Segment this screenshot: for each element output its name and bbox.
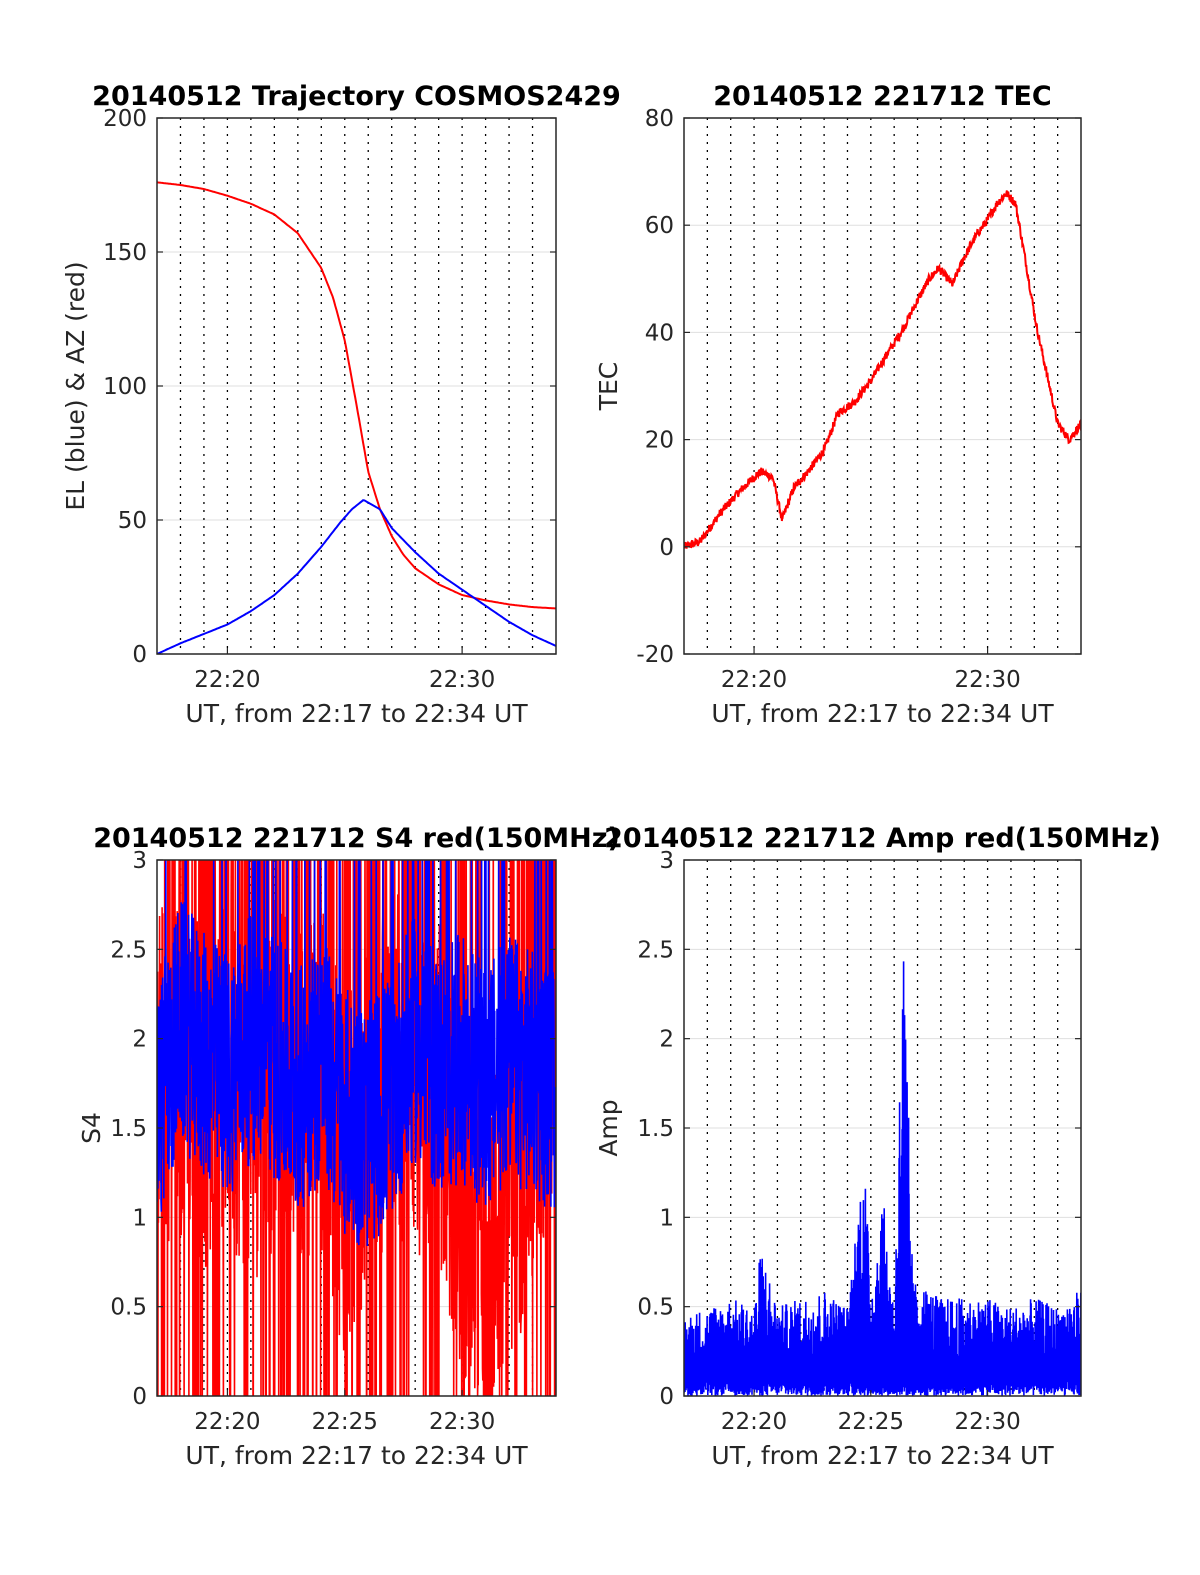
- y-tick-label: 0: [132, 642, 147, 668]
- axes-box: [683, 117, 1082, 655]
- y-axis-label: TEC: [594, 362, 623, 412]
- y-tick-label: 2.5: [637, 937, 674, 963]
- x-axis-label: UT, from 22:17 to 22:34 UT: [185, 699, 528, 728]
- plot-area: [684, 190, 1081, 549]
- series-line-blue: [684, 961, 1081, 1396]
- y-tick-label: 0.5: [110, 1295, 147, 1321]
- series-line-red: [157, 181, 556, 610]
- chart-title: 20140512 221712 Amp red(150MHz): [604, 823, 1161, 854]
- chart-title: 20140512 221712 S4 red(150MHz): [93, 823, 620, 854]
- plot-area: [157, 181, 556, 654]
- series-line-blue: [157, 860, 556, 1247]
- y-tick-label: 0: [659, 535, 674, 561]
- x-axis-label: UT, from 22:17 to 22:34 UT: [711, 1441, 1054, 1470]
- plot-area: [157, 860, 556, 1396]
- y-tick-label: 100: [103, 374, 147, 400]
- x-tick-label: 22:20: [194, 1409, 260, 1435]
- y-tick-label: 3: [132, 848, 147, 874]
- y-axis-label: S4: [77, 1112, 106, 1144]
- y-tick-label: 2: [132, 1027, 147, 1053]
- y-tick-label: 1: [132, 1205, 147, 1231]
- y-tick-label: 80: [645, 106, 674, 132]
- x-tick-label: 22:25: [838, 1409, 904, 1435]
- series-line-blue: [157, 499, 556, 654]
- x-axis-label: UT, from 22:17 to 22:34 UT: [711, 699, 1054, 728]
- y-tick-label: 0: [659, 1384, 674, 1410]
- x-axis-label: UT, from 22:17 to 22:34 UT: [185, 1441, 528, 1470]
- x-tick-label: 22:20: [194, 667, 260, 693]
- chart-title: 20140512 Trajectory COSMOS2429: [92, 81, 621, 112]
- y-tick-label: 2: [659, 1027, 674, 1053]
- series-line-red: [684, 190, 1081, 549]
- y-tick-label: 3: [659, 848, 674, 874]
- x-tick-label: 22:30: [954, 667, 1020, 693]
- x-tick-label: 22:30: [429, 667, 495, 693]
- y-tick-label: 40: [645, 320, 674, 346]
- plot-area: [684, 961, 1081, 1396]
- y-tick-label: 20: [645, 428, 674, 454]
- y-tick-label: 50: [118, 508, 147, 534]
- y-tick-label: 150: [103, 240, 147, 266]
- x-tick-label: 22:30: [954, 1409, 1020, 1435]
- y-axis-label: EL (blue) & AZ (red): [61, 261, 90, 510]
- chart-trajectory: 0 50 100 150 200 22:20 22:30 20140512 Trajector…: [61, 81, 621, 728]
- chart-s4: 0 0.5 1 1.5 2 2.5 3 22:20 22:25 22:30 20140512 221…: [77, 823, 620, 1470]
- y-tick-label: 1.5: [637, 1116, 674, 1142]
- y-tick-label: 2.5: [110, 937, 147, 963]
- y-tick-label: 1: [659, 1205, 674, 1231]
- y-tick-label: -20: [636, 642, 674, 668]
- chart-amp: 0 0.5 1 1.5 2 2.5 3 22:20 22:25 22:30 20140512 221…: [594, 823, 1161, 1470]
- x-tick-label: 22:30: [429, 1409, 495, 1435]
- chart-title: 20140512 221712 TEC: [713, 81, 1052, 112]
- x-tick-label: 22:20: [721, 1409, 787, 1435]
- x-tick-label: 22:20: [721, 667, 787, 693]
- y-tick-label: 200: [103, 106, 147, 132]
- y-tick-label: 60: [645, 213, 674, 239]
- y-axis-label: Amp: [594, 1099, 623, 1156]
- y-tick-label: 1.5: [110, 1116, 147, 1142]
- x-tick-label: 22:25: [312, 1409, 378, 1435]
- y-tick-label: 0: [132, 1384, 147, 1410]
- y-tick-label: 0.5: [637, 1295, 674, 1321]
- chart-tec: -20 0 20 40 60 80 22:20 22:30 20140512 221712 TE…: [594, 81, 1082, 728]
